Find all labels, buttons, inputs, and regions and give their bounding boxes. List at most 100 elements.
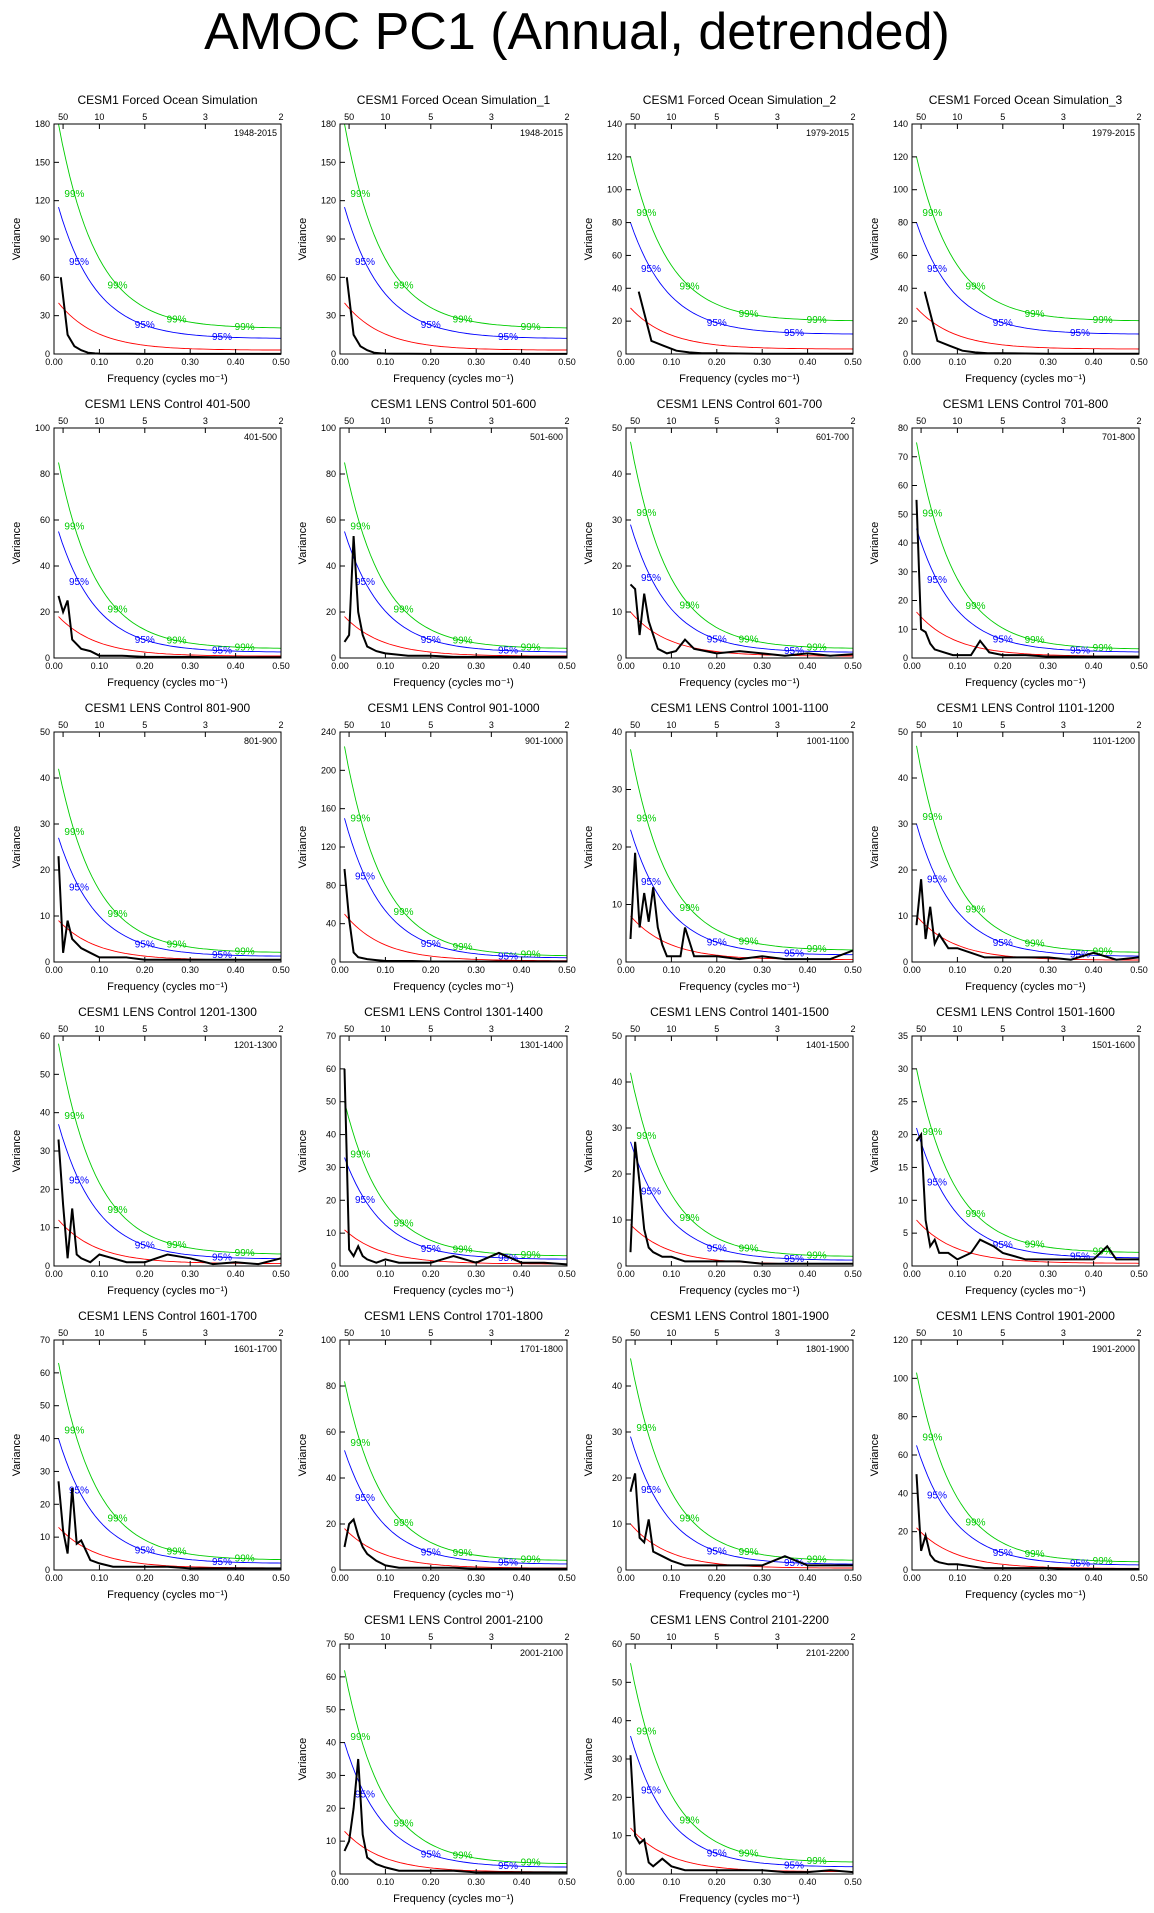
x-tick-label: 0.10 [949, 1269, 967, 1279]
y-tick-label: 20 [40, 607, 50, 617]
x-tick-label: 0.20 [136, 357, 154, 367]
x-tick-label: 0.50 [844, 661, 862, 671]
confidence-95-line-label: 95% [784, 1558, 804, 1569]
top-tick-label: 10 [380, 1632, 390, 1642]
chart-title: CESM1 Forced Ocean Simulation [77, 93, 257, 107]
spectrum-line [57, 1481, 281, 1570]
x-axis-label: Frequency (cycles mo⁻¹) [679, 677, 800, 689]
confidence-95-line [916, 1127, 1140, 1259]
top-tick-label: 50 [916, 1024, 926, 1034]
y-tick-label: 60 [40, 1031, 50, 1041]
top-tick-label: 5 [1000, 1328, 1005, 1338]
x-tick-label: 0.50 [558, 1877, 576, 1887]
plot-frame [911, 1035, 1140, 1267]
confidence-95-line-label: 95% [355, 1493, 375, 1504]
top-tick-label: 2 [278, 720, 283, 730]
confidence-95-line-label: 95% [355, 257, 375, 268]
x-tick-label: 0.40 [799, 661, 817, 671]
period-label: 1901-2000 [1092, 1344, 1135, 1354]
spectrum-line [57, 595, 281, 659]
confidence-99-line-label: 99% [1025, 309, 1045, 320]
top-tick-label: 3 [203, 1328, 208, 1338]
y-axis-label: Variance [583, 522, 595, 565]
period-label: 601-700 [816, 432, 849, 442]
top-tick-label: 5 [428, 1328, 433, 1338]
y-tick-label: 60 [40, 272, 50, 282]
x-tick-label: 0.30 [753, 1269, 771, 1279]
confidence-99-line [58, 1362, 282, 1561]
y-tick-label: 40 [612, 283, 622, 293]
confidence-99-line [344, 746, 568, 957]
top-tick-label: 5 [714, 1632, 719, 1642]
x-tick-label: 0.00 [45, 1573, 63, 1583]
chart-title: CESM1 Forced Ocean Simulation_2 [643, 93, 837, 107]
top-tick-label: 3 [489, 416, 494, 426]
y-tick-label: 70 [898, 452, 908, 462]
top-tick-label: 50 [58, 416, 68, 426]
x-tick-label: 0.40 [1085, 1573, 1103, 1583]
confidence-99-line-label: 99% [453, 1244, 473, 1255]
x-tick-label: 0.10 [377, 1269, 395, 1279]
confidence-95-line-label: 95% [421, 320, 441, 331]
confidence-99-line-label: 99% [453, 942, 473, 953]
red-noise-line [344, 1229, 567, 1265]
y-axis-label: Variance [869, 522, 881, 565]
confidence-99-line-label: 99% [235, 1248, 255, 1259]
x-tick-label: 0.10 [663, 357, 681, 367]
x-tick-label: 0.00 [45, 1269, 63, 1279]
x-tick-label: 0.00 [617, 1877, 635, 1887]
chart-title: CESM1 LENS Control 1201-1300 [78, 1005, 257, 1019]
confidence-99-line-label: 99% [739, 1244, 759, 1255]
confidence-95-line-label: 95% [69, 257, 89, 268]
y-tick-label: 0 [903, 653, 908, 663]
x-tick-label: 0.00 [331, 357, 349, 367]
spectrum-line [343, 1758, 567, 1874]
confidence-99-line-label: 99% [966, 904, 986, 915]
y-tick-label: 20 [326, 607, 336, 617]
red-noise-line [58, 616, 281, 657]
confidence-99-line-label: 99% [167, 940, 187, 951]
confidence-99-line-label: 99% [922, 508, 942, 519]
confidence-95-line [630, 524, 853, 653]
confidence-95-line-label: 95% [707, 1243, 727, 1254]
top-tick-label: 10 [666, 1328, 676, 1338]
y-axis-label: Variance [583, 1434, 595, 1477]
x-tick-label: 0.00 [331, 1877, 349, 1887]
x-tick-label: 0.40 [799, 965, 817, 975]
y-tick-label: 40 [612, 1077, 622, 1087]
confidence-99-line-label: 99% [394, 907, 414, 918]
top-tick-label: 50 [58, 1328, 68, 1338]
plot-frame [625, 427, 854, 659]
y-tick-label: 180 [35, 119, 50, 129]
spectrum-chart: CESM1 LENS Control 1801-1900 1801-1900 99%… [583, 1309, 862, 1601]
confidence-95-line-label: 95% [641, 573, 661, 584]
confidence-99-line-label: 99% [521, 322, 541, 333]
confidence-95-line-label: 95% [927, 874, 947, 885]
confidence-95-line [344, 1157, 567, 1260]
x-tick-label: 0.10 [663, 1269, 681, 1279]
y-tick-label: 0 [903, 957, 908, 967]
chart-title: CESM1 LENS Control 1501-1600 [936, 1005, 1115, 1019]
spectrum-line [915, 879, 1140, 961]
confidence-99-line-label: 99% [807, 642, 827, 653]
confidence-99-line-label: 99% [636, 813, 656, 824]
top-tick-label: 3 [1061, 112, 1066, 122]
x-tick-label: 0.40 [799, 357, 817, 367]
confidence-99-line-label: 99% [636, 508, 656, 519]
y-tick-label: 60 [326, 1064, 336, 1074]
confidence-99-line-label: 99% [453, 1851, 473, 1862]
x-tick-label: 0.20 [136, 1269, 154, 1279]
confidence-99-line-label: 99% [394, 280, 414, 291]
chart-title: CESM1 LENS Control 1401-1500 [650, 1005, 829, 1019]
red-noise-line [630, 307, 854, 350]
y-tick-label: 20 [326, 1803, 336, 1813]
confidence-95-line-label: 95% [498, 1558, 518, 1569]
chart-title: CESM1 LENS Control 701-800 [943, 397, 1109, 411]
top-tick-label: 2 [564, 1328, 569, 1338]
confidence-95-line-label: 95% [1070, 328, 1090, 339]
spectrum-line [57, 856, 281, 961]
y-tick-label: 40 [898, 1488, 908, 1498]
period-label: 1501-1600 [1092, 1040, 1135, 1050]
confidence-95-line-label: 95% [212, 646, 232, 657]
y-tick-label: 10 [898, 624, 908, 634]
